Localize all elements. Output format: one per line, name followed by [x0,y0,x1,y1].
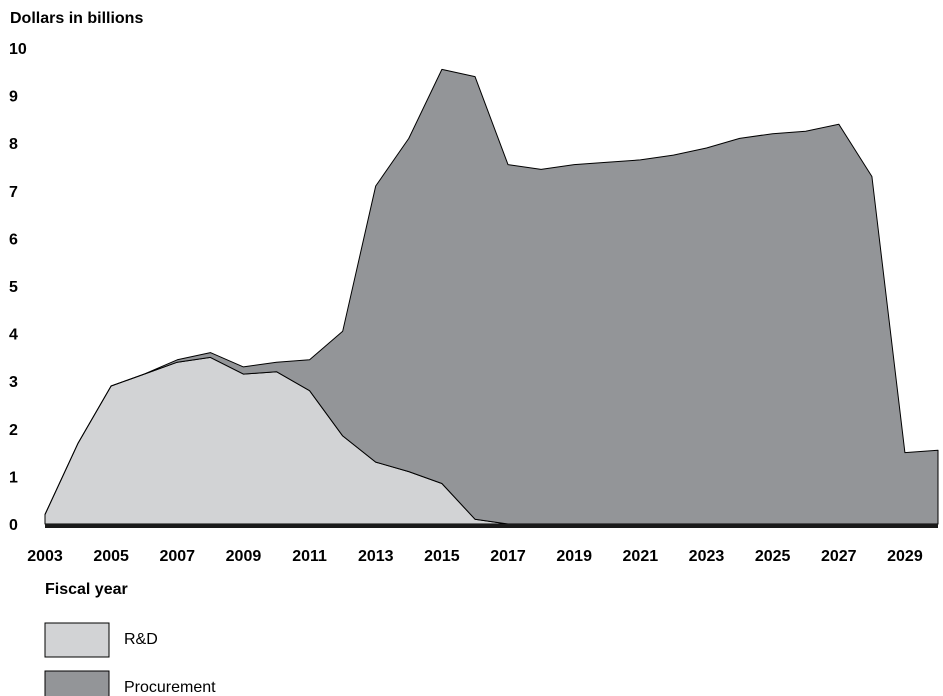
y-axis-ticks: 0 1 2 3 4 5 6 7 8 9 10 [9,41,27,534]
x-tick-label: 2011 [292,548,327,565]
y-tick-label: 6 [9,231,18,248]
x-tick-label: 2021 [623,548,659,565]
x-tick-label: 2025 [755,548,791,565]
legend-label-procurement: Procurement [124,679,216,696]
x-tick-label: 2003 [27,548,63,565]
area-series [44,68,939,525]
x-tick-label: 2005 [93,548,129,565]
x-tick-label: 2013 [358,548,394,565]
y-tick-label: 4 [9,327,18,344]
y-tick-label: 10 [9,41,27,58]
x-tick-label: 2017 [490,548,526,565]
y-tick-label: 1 [9,469,18,486]
legend-swatch-r-d [44,622,110,658]
y-tick-label: 5 [9,279,18,296]
legend-label-r-d: R&D [124,631,158,648]
area-procurement [44,68,939,525]
y-tick-label: 0 [9,517,18,534]
x-tick-label: 2027 [821,548,857,565]
y-tick-label: 9 [9,89,18,106]
x-tick-label: 2007 [159,548,195,565]
x-axis-title: Fiscal year [45,581,128,598]
x-tick-label: 2009 [226,548,262,565]
y-tick-label: 3 [9,374,18,391]
y-axis-title: Dollars in billions [10,10,143,27]
legend: R&D Procurement [44,622,216,696]
x-tick-label: 2015 [424,548,460,565]
legend-swatch-procurement [44,670,110,696]
x-tick-label: 2019 [556,548,592,565]
x-axis-ticks: 2003 2005 2007 2009 2011 2013 2015 2017 2019 2021… [27,548,923,565]
y-tick-label: 2 [9,422,18,439]
x-tick-label: 2029 [887,548,923,565]
x-tick-label: 2023 [689,548,725,565]
y-tick-label: 8 [9,136,18,153]
y-tick-label: 7 [9,184,18,201]
